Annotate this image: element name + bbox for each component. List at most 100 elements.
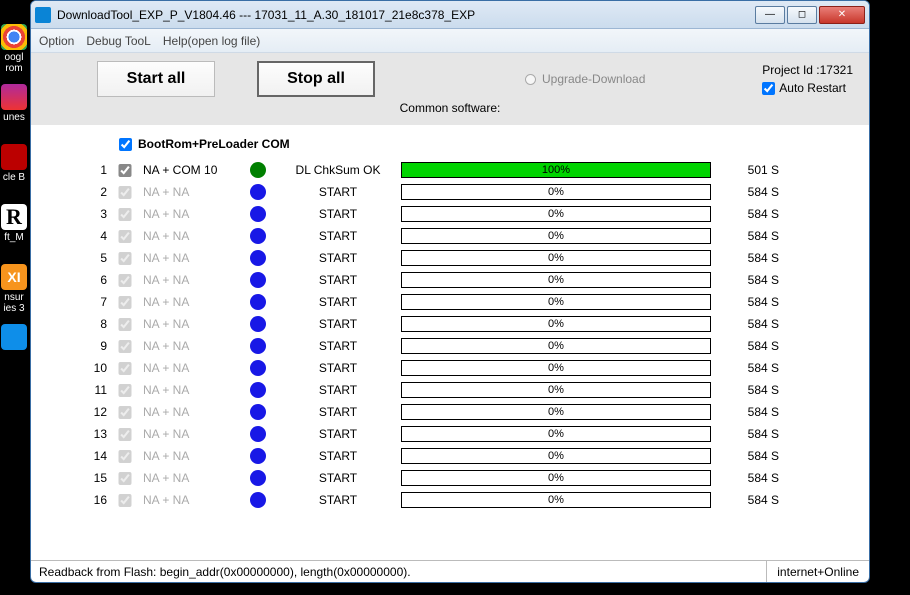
row-port: NA + NA xyxy=(143,251,233,265)
row-progress: 0% xyxy=(401,470,711,486)
row-index: 3 xyxy=(81,207,107,221)
menubar: Option Debug TooL Help(open log file) xyxy=(31,29,869,53)
auto-restart-checkbox[interactable]: Auto Restart xyxy=(762,81,853,95)
row-time: 584 S xyxy=(719,185,779,199)
row-checkbox[interactable] xyxy=(115,186,135,199)
itunes-icon[interactable]: unes xyxy=(0,84,28,130)
bootrom-preloader-checkbox[interactable]: BootRom+PreLoader COM xyxy=(119,137,849,151)
device-row: 11NA + NASTART0%584 S xyxy=(81,379,849,401)
row-checkbox[interactable] xyxy=(115,494,135,507)
row-progress: 0% xyxy=(401,492,711,508)
row-progress: 0% xyxy=(401,250,711,266)
device-row: 5NA + NASTART0%584 S xyxy=(81,247,849,269)
row-checkbox[interactable] xyxy=(115,252,135,265)
row-checkbox[interactable] xyxy=(115,384,135,397)
device-row: 16NA + NASTART0%584 S xyxy=(81,489,849,511)
row-index: 13 xyxy=(81,427,107,441)
menu-help[interactable]: Help(open log file) xyxy=(163,34,260,48)
row-checkbox[interactable] xyxy=(115,164,135,177)
status-circle-icon xyxy=(250,360,266,376)
row-checkbox[interactable] xyxy=(115,296,135,309)
row-index: 16 xyxy=(81,493,107,507)
row-checkbox[interactable] xyxy=(115,406,135,419)
row-index: 4 xyxy=(81,229,107,243)
close-button[interactable]: ✕ xyxy=(819,6,865,24)
row-checkbox[interactable] xyxy=(115,208,135,221)
row-index: 8 xyxy=(81,317,107,331)
row-checkbox[interactable] xyxy=(115,450,135,463)
xi-icon[interactable]: XInsuries 3 xyxy=(0,264,28,310)
status-circle-icon xyxy=(250,404,266,420)
device-row: 1NA + COM 10DL ChkSum OK100%501 S xyxy=(81,159,849,181)
row-time: 501 S xyxy=(719,163,779,177)
radio-icon xyxy=(525,74,536,85)
row-index: 1 xyxy=(81,163,107,177)
row-time: 584 S xyxy=(719,405,779,419)
row-port: NA + NA xyxy=(143,361,233,375)
row-time: 584 S xyxy=(719,471,779,485)
device-list: BootRom+PreLoader COM 1NA + COM 10DL Chk… xyxy=(31,125,869,560)
menu-option[interactable]: Option xyxy=(39,34,74,48)
row-checkbox[interactable] xyxy=(115,472,135,485)
row-port: NA + NA xyxy=(143,449,233,463)
r-icon[interactable]: Rft_M xyxy=(0,204,28,250)
mcafee-icon[interactable]: cle B xyxy=(0,144,28,190)
row-time: 584 S xyxy=(719,295,779,309)
titlebar[interactable]: DownloadTool_EXP_P_V1804.46 --- 17031_11… xyxy=(31,1,869,29)
minimize-button[interactable]: — xyxy=(755,6,785,24)
row-progress: 0% xyxy=(401,426,711,442)
row-checkbox[interactable] xyxy=(115,362,135,375)
row-port: NA + NA xyxy=(143,471,233,485)
row-progress: 0% xyxy=(401,184,711,200)
row-index: 15 xyxy=(81,471,107,485)
row-progress: 0% xyxy=(401,404,711,420)
status-circle-icon xyxy=(250,184,266,200)
device-row: 4NA + NASTART0%584 S xyxy=(81,225,849,247)
upgrade-download-radio[interactable]: Upgrade-Download xyxy=(525,72,645,86)
row-stage: START xyxy=(283,471,393,485)
row-checkbox[interactable] xyxy=(115,230,135,243)
status-circle-icon xyxy=(250,294,266,310)
start-all-button[interactable]: Start all xyxy=(97,61,215,97)
row-checkbox[interactable] xyxy=(115,428,135,441)
row-port: NA + NA xyxy=(143,427,233,441)
row-stage: START xyxy=(283,295,393,309)
status-circle-icon xyxy=(250,426,266,442)
row-stage: START xyxy=(283,185,393,199)
menu-debug[interactable]: Debug TooL xyxy=(86,34,151,48)
row-index: 14 xyxy=(81,449,107,463)
row-checkbox[interactable] xyxy=(115,340,135,353)
status-circle-icon xyxy=(250,272,266,288)
row-progress: 0% xyxy=(401,206,711,222)
row-stage: START xyxy=(283,339,393,353)
status-circle-icon xyxy=(250,448,266,464)
row-time: 584 S xyxy=(719,251,779,265)
row-checkbox[interactable] xyxy=(115,318,135,331)
device-row: 13NA + NASTART0%584 S xyxy=(81,423,849,445)
row-index: 2 xyxy=(81,185,107,199)
row-stage: START xyxy=(283,493,393,507)
device-row: 2NA + NASTART0%584 S xyxy=(81,181,849,203)
device-row: 6NA + NASTART0%584 S xyxy=(81,269,849,291)
window-title: DownloadTool_EXP_P_V1804.46 --- 17031_11… xyxy=(57,8,753,22)
toolbar: Start all Stop all Upgrade-Download Proj… xyxy=(31,53,869,125)
status-left: Readback from Flash: begin_addr(0x000000… xyxy=(31,561,767,582)
teamviewer-icon[interactable] xyxy=(0,324,28,370)
maximize-button[interactable]: ◻ xyxy=(787,6,817,24)
project-id-label: Project Id :17321 xyxy=(762,63,853,77)
row-time: 584 S xyxy=(719,361,779,375)
chrome-icon[interactable]: ooglrom xyxy=(0,24,28,70)
row-stage: START xyxy=(283,251,393,265)
status-circle-icon xyxy=(250,492,266,508)
row-progress: 100% xyxy=(401,162,711,178)
row-checkbox[interactable] xyxy=(115,274,135,287)
row-index: 12 xyxy=(81,405,107,419)
row-index: 10 xyxy=(81,361,107,375)
status-circle-icon xyxy=(250,162,266,178)
desktop-icons: ooglrom unes cle B Rft_M XInsuries 3 xyxy=(0,0,30,595)
statusbar: Readback from Flash: begin_addr(0x000000… xyxy=(31,560,869,582)
stop-all-button[interactable]: Stop all xyxy=(257,61,375,97)
row-port: NA + NA xyxy=(143,273,233,287)
row-progress: 0% xyxy=(401,382,711,398)
status-circle-icon xyxy=(250,382,266,398)
